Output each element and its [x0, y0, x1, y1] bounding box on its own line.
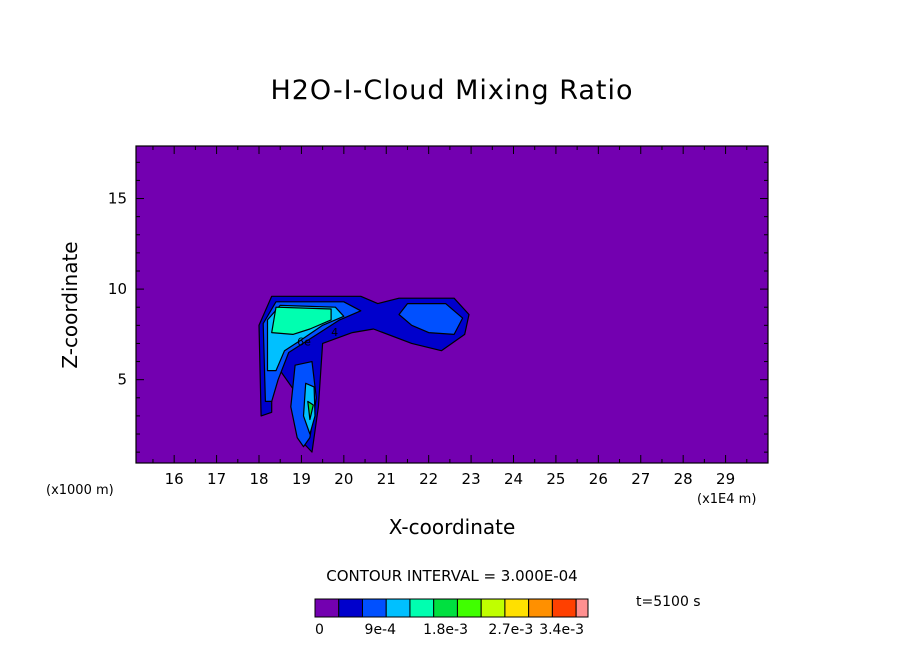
contour-label: 6e [297, 335, 311, 348]
x-tick-label: 21 [377, 470, 396, 488]
colorbar-swatch [551, 598, 577, 618]
contour-region-8 [307, 400, 314, 421]
x-tick-label: 23 [462, 470, 481, 488]
x-tick-label: 22 [419, 470, 438, 488]
colorbar-swatch [575, 598, 589, 618]
x-tick-label: 27 [631, 470, 650, 488]
y-axis-label: Z-coordinate [58, 241, 82, 369]
axis-ticks: 16 17 18 19 20 21 22 23 24 25 26 27 28 29 5 10 15 [108, 146, 769, 488]
contour-regions: 6e 4 [135, 145, 769, 464]
colorbar-swatch [338, 598, 363, 618]
x-unit-left: (x1000 m) [46, 483, 114, 498]
colorbar-label: 1.8e-3 [423, 622, 468, 638]
contour-region-3 [398, 303, 464, 335]
y-tick-label: 10 [108, 280, 127, 298]
colorbar-swatch [456, 598, 482, 618]
colorbar-label: 9e-4 [365, 622, 397, 638]
x-tick-label: 17 [207, 470, 226, 488]
x-axis-label: X-coordinate [388, 515, 516, 539]
colorbar: 0 9e-4 1.8e-3 2.7e-3 3.4e-3 [314, 598, 589, 638]
x-tick-label: 18 [249, 470, 268, 488]
contour-label: 4 [331, 326, 338, 339]
y-tick-label: 5 [117, 371, 127, 389]
colorbar-swatch [314, 598, 340, 618]
colorbar-label: 2.7e-3 [488, 622, 533, 638]
x-tick-label: 29 [716, 470, 735, 488]
colorbar-label: 0 [315, 622, 324, 638]
colorbar-swatch [361, 598, 387, 618]
contour-interval: CONTOUR INTERVAL = 3.000E-04 [326, 567, 578, 585]
colorbar-swatch [480, 598, 506, 618]
colorbar-swatch [433, 598, 458, 618]
chart-title: H2O-I-Cloud Mixing Ratio [270, 75, 634, 106]
x-tick-label: 19 [292, 470, 311, 488]
x-tick-label: 26 [589, 470, 608, 488]
x-tick-label: 24 [504, 470, 523, 488]
y-tick-label: 15 [108, 190, 127, 208]
x-tick-label: 25 [546, 470, 565, 488]
x-tick-label: 16 [165, 470, 184, 488]
colorbar-swatch [504, 598, 530, 618]
x-unit-right: (x1E4 m) [697, 492, 757, 507]
plot-frame [135, 145, 769, 464]
time-label: t=5100 s [636, 594, 701, 610]
x-tick-label: 28 [674, 470, 693, 488]
colorbar-label: 3.4e-3 [539, 622, 584, 638]
contour-region-5 [271, 306, 332, 335]
x-tick-label: 20 [334, 470, 353, 488]
colorbar-swatch [385, 598, 411, 618]
colorbar-swatch [528, 598, 553, 618]
colorbar-swatch [409, 598, 435, 618]
